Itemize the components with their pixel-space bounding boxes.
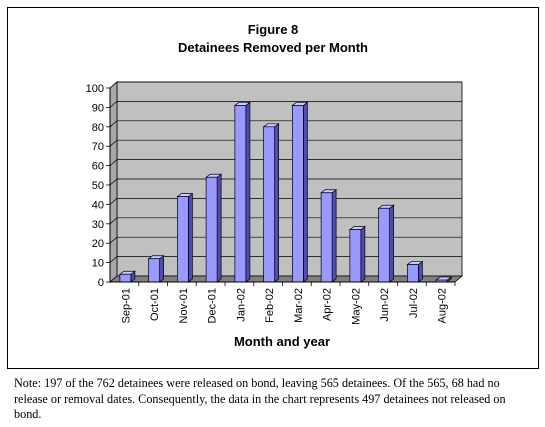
x-tick-label: Oct-01 bbox=[149, 288, 161, 321]
bar-front bbox=[119, 273, 132, 283]
bar-side bbox=[216, 173, 222, 283]
bar-side bbox=[360, 225, 366, 283]
y-tick-label: 50 bbox=[92, 180, 104, 192]
bar-jun-02 bbox=[377, 204, 395, 283]
y-tick-label: 20 bbox=[92, 238, 104, 250]
bar-side bbox=[245, 101, 251, 283]
bar-may-02 bbox=[348, 225, 366, 283]
bar-nov-01 bbox=[176, 192, 194, 283]
bar-front bbox=[263, 126, 275, 283]
bar-oct-01 bbox=[147, 255, 165, 283]
bar-front bbox=[177, 196, 189, 283]
bar-jan-02 bbox=[233, 101, 251, 283]
bar-side bbox=[274, 123, 279, 283]
y-tick-label: 40 bbox=[92, 199, 104, 211]
bar-jul-02 bbox=[406, 260, 424, 283]
x-axis-label: Month and year bbox=[234, 334, 330, 349]
y-tick-label: 60 bbox=[92, 161, 104, 173]
bar-side bbox=[303, 101, 308, 283]
bar-side bbox=[188, 192, 193, 283]
x-tick-label: Feb-02 bbox=[264, 288, 276, 323]
bar-front bbox=[292, 105, 304, 283]
y-tick-label: 10 bbox=[92, 258, 104, 270]
x-tick-label: Sep-01 bbox=[120, 288, 132, 323]
x-tick-label: Jul-02 bbox=[408, 288, 420, 318]
gridline bbox=[109, 256, 462, 263]
bar-feb-02 bbox=[262, 123, 280, 283]
y-tick-label: 30 bbox=[92, 219, 104, 231]
bar-front bbox=[205, 176, 218, 283]
bar-front bbox=[148, 258, 160, 283]
bar-aug-02 bbox=[435, 276, 453, 283]
bar-dec-01 bbox=[205, 173, 223, 283]
chart-title: Detainees Removed per Month bbox=[178, 40, 368, 55]
gridline bbox=[109, 81, 462, 89]
x-tick-label: Nov-01 bbox=[178, 288, 190, 323]
gridline bbox=[109, 217, 462, 225]
x-tick-label: Apr-02 bbox=[322, 288, 334, 321]
bar-side bbox=[331, 189, 337, 283]
gridline bbox=[109, 198, 462, 205]
x-tick-label: Jun-02 bbox=[379, 288, 391, 322]
bar-front bbox=[407, 264, 419, 283]
bar-front bbox=[378, 207, 390, 283]
x-tick-label: Dec-01 bbox=[207, 288, 219, 323]
x-tick-label: Jan-02 bbox=[235, 288, 247, 322]
bar-apr-02 bbox=[320, 189, 338, 283]
y-tick-label: 70 bbox=[92, 141, 104, 153]
y-tick-label: 80 bbox=[92, 122, 104, 134]
bar-front bbox=[349, 229, 362, 283]
bar-front bbox=[320, 192, 333, 283]
chart-note: Note: 197 of the 762 detainees were rele… bbox=[14, 376, 534, 423]
y-tick-label: 0 bbox=[98, 277, 104, 289]
x-tick-label: Mar-02 bbox=[293, 288, 305, 323]
figure-label: Figure 8 bbox=[247, 22, 299, 37]
bar-sep-01 bbox=[118, 270, 136, 283]
note-text: Note: 197 of the 762 detainees were rele… bbox=[14, 376, 506, 421]
gridline bbox=[109, 178, 462, 186]
bar-side bbox=[389, 204, 394, 283]
y-tick-label: 90 bbox=[92, 102, 104, 114]
bar-chart: 0 10 20 30 40 50 60 70 80 90 100 Sep-01 Oct-01 Nov-01… bbox=[86, 81, 464, 349]
gridline bbox=[109, 159, 462, 166]
gridline bbox=[109, 236, 462, 244]
x-tick-label: Aug-02 bbox=[437, 288, 449, 323]
bar-front bbox=[234, 105, 247, 283]
gridline bbox=[109, 120, 462, 128]
gridline bbox=[109, 139, 462, 147]
y-tick-label: 100 bbox=[86, 83, 104, 95]
gridline bbox=[109, 101, 462, 108]
x-tick-label: May-02 bbox=[350, 288, 362, 325]
bar-mar-02 bbox=[291, 101, 309, 283]
bar-side bbox=[159, 255, 164, 283]
bar-side bbox=[418, 260, 423, 283]
